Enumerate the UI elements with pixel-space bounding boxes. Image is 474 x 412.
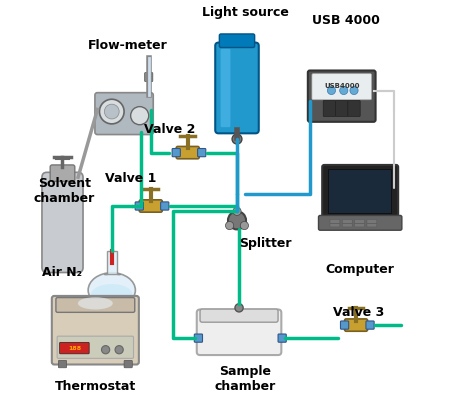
FancyBboxPatch shape xyxy=(323,101,336,117)
Circle shape xyxy=(233,207,241,215)
FancyBboxPatch shape xyxy=(322,165,398,220)
FancyBboxPatch shape xyxy=(60,342,89,354)
FancyBboxPatch shape xyxy=(56,297,135,312)
FancyBboxPatch shape xyxy=(52,296,139,365)
FancyBboxPatch shape xyxy=(348,101,360,117)
Circle shape xyxy=(115,346,123,354)
Text: Splitter: Splitter xyxy=(239,237,292,250)
Ellipse shape xyxy=(78,297,113,309)
Text: 188: 188 xyxy=(68,346,81,351)
Text: Computer: Computer xyxy=(326,264,395,276)
FancyBboxPatch shape xyxy=(215,42,259,133)
FancyBboxPatch shape xyxy=(124,360,132,368)
FancyBboxPatch shape xyxy=(135,202,143,210)
Text: Valve 2: Valve 2 xyxy=(144,123,195,136)
FancyBboxPatch shape xyxy=(42,172,83,272)
Circle shape xyxy=(101,346,109,354)
Circle shape xyxy=(240,221,248,229)
FancyBboxPatch shape xyxy=(200,309,278,322)
Text: USB 4000: USB 4000 xyxy=(312,14,380,27)
FancyBboxPatch shape xyxy=(342,223,352,227)
FancyBboxPatch shape xyxy=(197,309,282,355)
FancyBboxPatch shape xyxy=(58,360,66,368)
FancyBboxPatch shape xyxy=(198,148,206,157)
Text: Flow-meter: Flow-meter xyxy=(88,39,168,52)
FancyBboxPatch shape xyxy=(345,319,367,331)
FancyBboxPatch shape xyxy=(308,70,375,122)
Text: Valve 1: Valve 1 xyxy=(105,173,156,185)
FancyBboxPatch shape xyxy=(57,336,134,358)
FancyBboxPatch shape xyxy=(219,34,255,47)
FancyBboxPatch shape xyxy=(367,220,377,223)
Text: USB4000: USB4000 xyxy=(324,83,359,89)
Text: Sample
chamber: Sample chamber xyxy=(215,365,276,393)
FancyBboxPatch shape xyxy=(367,223,377,227)
Text: Thermostat: Thermostat xyxy=(55,380,136,393)
Circle shape xyxy=(131,107,149,125)
Circle shape xyxy=(226,221,234,229)
FancyBboxPatch shape xyxy=(95,93,153,135)
FancyBboxPatch shape xyxy=(366,321,374,329)
FancyBboxPatch shape xyxy=(176,146,199,159)
FancyBboxPatch shape xyxy=(329,170,391,213)
Circle shape xyxy=(328,87,336,95)
Text: Air N₂: Air N₂ xyxy=(43,266,82,279)
Circle shape xyxy=(228,211,246,229)
FancyBboxPatch shape xyxy=(312,74,372,100)
FancyBboxPatch shape xyxy=(319,215,402,230)
Circle shape xyxy=(350,87,358,95)
Circle shape xyxy=(340,87,348,95)
Circle shape xyxy=(104,104,119,119)
Text: Solvent
chamber: Solvent chamber xyxy=(34,177,95,205)
FancyBboxPatch shape xyxy=(336,101,348,117)
FancyBboxPatch shape xyxy=(220,49,230,127)
FancyBboxPatch shape xyxy=(161,202,169,210)
FancyBboxPatch shape xyxy=(330,223,340,227)
Text: Light source: Light source xyxy=(202,6,289,19)
FancyBboxPatch shape xyxy=(50,165,75,181)
FancyBboxPatch shape xyxy=(355,220,365,223)
FancyBboxPatch shape xyxy=(194,334,202,342)
Circle shape xyxy=(235,304,243,312)
FancyBboxPatch shape xyxy=(172,148,180,157)
FancyBboxPatch shape xyxy=(355,223,365,227)
FancyBboxPatch shape xyxy=(330,220,340,223)
Text: Valve 3: Valve 3 xyxy=(332,306,384,319)
Circle shape xyxy=(232,134,242,144)
FancyBboxPatch shape xyxy=(278,334,286,342)
FancyBboxPatch shape xyxy=(139,200,162,212)
Polygon shape xyxy=(103,251,120,274)
FancyBboxPatch shape xyxy=(328,169,392,214)
Ellipse shape xyxy=(88,273,136,308)
FancyBboxPatch shape xyxy=(145,73,153,82)
FancyBboxPatch shape xyxy=(342,220,352,223)
Ellipse shape xyxy=(91,284,132,304)
FancyBboxPatch shape xyxy=(340,321,349,329)
Circle shape xyxy=(100,99,124,124)
